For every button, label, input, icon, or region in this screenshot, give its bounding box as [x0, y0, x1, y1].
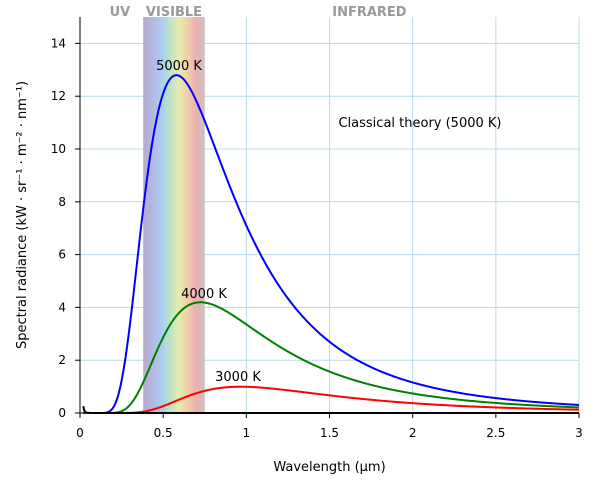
- x-tick-label-6: 3: [575, 426, 583, 440]
- curve-label-0: 5000 K: [156, 59, 202, 74]
- region-label-1: VISIBLE: [146, 5, 202, 20]
- y-tick-label-4: 8: [58, 195, 66, 209]
- curve-0: [83, 74, 580, 414]
- y-tick-label-3: 6: [58, 248, 66, 262]
- y-tick-label-6: 12: [51, 89, 66, 103]
- y-tick-label-1: 2: [58, 353, 66, 367]
- region-label-0: UV: [110, 5, 131, 20]
- curve-label-3: Classical theory (5000 K): [338, 116, 501, 131]
- x-tick-label-0: 0: [76, 426, 84, 440]
- y-tick-label-0: 0: [58, 406, 66, 420]
- region-label-2: INFRARED: [332, 5, 407, 20]
- y-tick-label-5: 10: [51, 142, 66, 156]
- x-tick-label-2: 1: [243, 426, 251, 440]
- curve-1: [83, 301, 580, 414]
- visible-spectrum-band: [143, 17, 205, 413]
- x-tick-label-5: 2.5: [486, 426, 505, 440]
- x-axis-label: Wavelength (μm): [273, 460, 385, 475]
- labels: Wavelength (μm) Spectral radiance (kW · s…: [15, 5, 502, 475]
- curve-label-2: 3000 K: [215, 370, 261, 385]
- x-tick-label-4: 2: [409, 426, 417, 440]
- y-tick-label-2: 4: [58, 300, 66, 314]
- curve-2: [83, 385, 580, 414]
- x-tick-label-3: 1.5: [320, 426, 339, 440]
- curve-label-1: 4000 K: [181, 287, 227, 302]
- x-tick-label-1: 0.5: [154, 426, 173, 440]
- y-tick-label-7: 14: [51, 36, 66, 50]
- y-axis-label: Spectral radiance (kW · sr⁻¹ · m⁻² · nm⁻…: [15, 81, 30, 349]
- ticks: 0 0.5 1 1.5 2 2.5 3 0 2 4 6 8 10 12 14: [51, 36, 583, 440]
